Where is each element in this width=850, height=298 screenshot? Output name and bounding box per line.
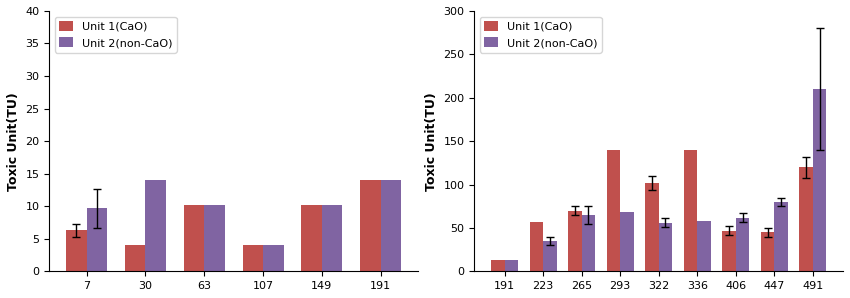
Bar (568, 211, 581, 271)
Bar (204, 205, 225, 271)
Bar (184, 205, 204, 271)
Bar (659, 223, 672, 271)
Bar (799, 167, 813, 271)
Bar (145, 180, 166, 271)
Bar (505, 260, 518, 271)
Bar (683, 150, 697, 271)
Y-axis label: Toxic Unit(TU): Toxic Unit(TU) (425, 92, 438, 190)
Bar (125, 245, 145, 271)
Bar (322, 205, 343, 271)
Bar (620, 212, 633, 271)
Bar (381, 180, 401, 271)
Bar (722, 231, 736, 271)
Bar (301, 205, 322, 271)
Bar (242, 245, 264, 271)
Bar (66, 230, 87, 271)
Legend: Unit 1(CaO), Unit 2(non-CaO): Unit 1(CaO), Unit 2(non-CaO) (480, 16, 602, 52)
Bar (761, 232, 774, 271)
Bar (774, 202, 788, 271)
Bar (543, 241, 557, 271)
Bar (581, 215, 595, 271)
Bar (736, 218, 749, 271)
Bar (491, 260, 505, 271)
Legend: Unit 1(CaO), Unit 2(non-CaO): Unit 1(CaO), Unit 2(non-CaO) (55, 16, 177, 52)
Y-axis label: Toxic Unit(TU): Toxic Unit(TU) (7, 92, 20, 190)
Bar (264, 245, 284, 271)
Bar (697, 221, 711, 271)
Bar (813, 89, 826, 271)
Bar (87, 208, 107, 271)
Bar (530, 222, 543, 271)
Bar (607, 150, 620, 271)
Bar (645, 183, 659, 271)
Bar (360, 180, 381, 271)
